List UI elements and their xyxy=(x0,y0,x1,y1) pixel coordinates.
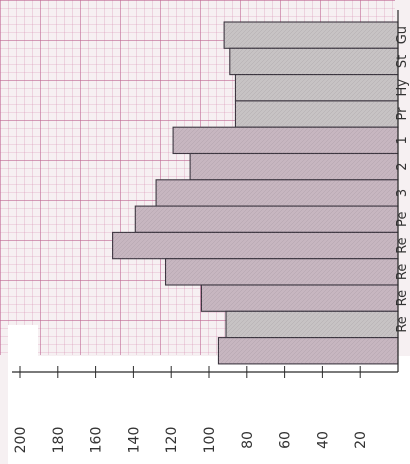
bar-texture xyxy=(201,285,398,312)
category-label: Re xyxy=(395,316,410,332)
bar-texture xyxy=(156,179,398,207)
category-label: 3 xyxy=(395,189,410,197)
bar-texture xyxy=(173,127,398,154)
category-label: Hy xyxy=(395,79,410,97)
value-axis-tick-label: 80 xyxy=(240,431,256,449)
value-axis-tick-label: 40 xyxy=(315,431,331,449)
bar-texture xyxy=(235,74,398,101)
bar-texture xyxy=(165,258,398,285)
value-axis-tick-label: 20 xyxy=(353,431,369,449)
category-label: Re xyxy=(395,237,410,253)
bar-series xyxy=(112,21,399,365)
bar-texture xyxy=(190,153,398,180)
category-label: Gu xyxy=(395,26,410,44)
value-axis-tick-label: 200 xyxy=(13,427,29,454)
bar-texture xyxy=(229,48,398,75)
value-axis-tick-label: 100 xyxy=(202,427,218,454)
category-label: Pe xyxy=(395,212,410,227)
category-label: St xyxy=(395,55,410,68)
axis-panel-corner xyxy=(8,325,38,365)
bar-texture xyxy=(135,206,399,233)
category-label: Pr xyxy=(395,107,410,121)
value-axis-tick-label: 140 xyxy=(126,427,142,454)
category-label: 1 xyxy=(395,136,410,144)
value-axis: 200 180 160 140 120 100 80 60 40 20 xyxy=(8,325,410,464)
category-label: 2 xyxy=(395,163,410,171)
value-axis-tick-label: 120 xyxy=(164,427,180,454)
bar-texture xyxy=(112,232,399,259)
value-axis-tick-label: 160 xyxy=(89,427,105,454)
category-axis: Gu St Hy Pr 1 2 3 Pe Re Re Re Re xyxy=(395,10,410,372)
category-label: Re xyxy=(395,290,410,306)
bar-texture xyxy=(235,100,398,128)
category-label: Re xyxy=(395,264,410,280)
bar-texture xyxy=(218,337,398,364)
bar-texture xyxy=(224,22,398,49)
value-axis-tick-label: 180 xyxy=(51,427,67,454)
value-axis-tick-label: 60 xyxy=(278,431,294,449)
bar-texture xyxy=(226,311,398,338)
